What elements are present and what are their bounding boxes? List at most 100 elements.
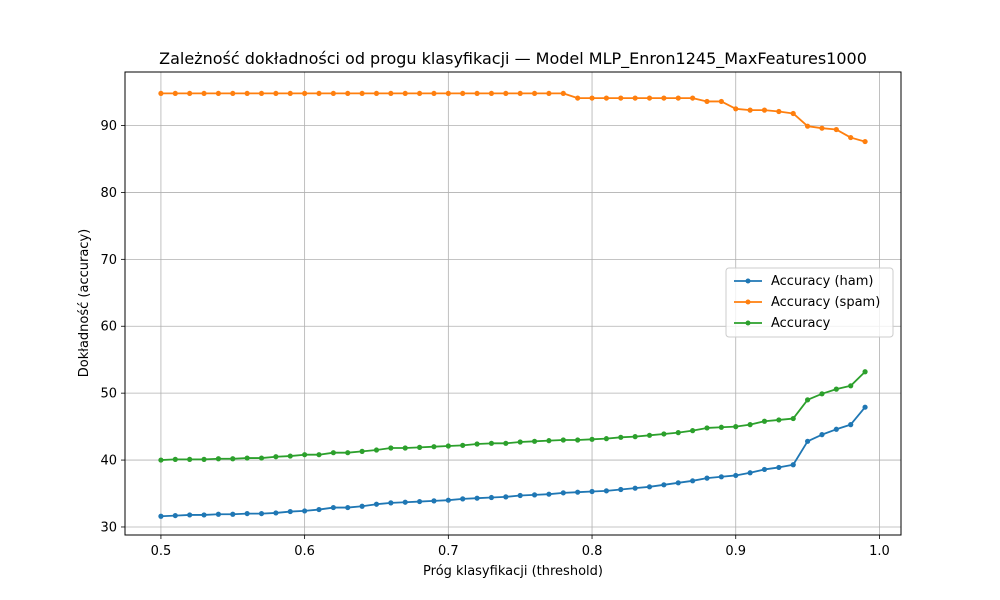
data-point-spam — [690, 95, 696, 101]
data-point-accuracy — [575, 437, 581, 443]
data-point-accuracy — [158, 457, 164, 463]
data-point-accuracy — [761, 418, 768, 424]
data-point-accuracy — [215, 456, 222, 462]
data-point-accuracy — [201, 456, 207, 462]
data-point-ham — [790, 462, 796, 468]
data-point-accuracy — [661, 431, 667, 437]
data-point-accuracy — [675, 430, 681, 436]
y-axis-label: Dokładność (accuracy) — [77, 229, 92, 377]
data-point-accuracy — [733, 424, 739, 430]
data-point-accuracy — [416, 444, 423, 450]
data-point-spam — [359, 90, 365, 97]
data-point-ham — [632, 485, 638, 491]
data-point-accuracy — [230, 456, 236, 462]
data-point-accuracy — [718, 424, 724, 430]
data-point-ham — [416, 498, 423, 505]
legend-label-accuracy: Accuracy — [771, 316, 831, 331]
data-point-spam — [373, 90, 380, 97]
x-tick-label: 0.9 — [725, 544, 746, 559]
data-point-spam — [445, 90, 451, 97]
data-point-ham — [675, 480, 681, 486]
x-tick-label: 1.0 — [869, 544, 890, 559]
data-point-spam — [460, 90, 466, 97]
data-point-accuracy — [474, 441, 480, 447]
data-point-ham — [776, 464, 782, 471]
data-point-spam — [833, 126, 839, 133]
data-point-spam — [517, 90, 523, 97]
data-point-spam — [761, 107, 768, 113]
series-ham — [158, 404, 868, 519]
data-point-accuracy — [187, 456, 193, 462]
data-point-accuracy — [546, 438, 552, 444]
data-point-accuracy — [345, 450, 351, 456]
data-point-spam — [158, 90, 164, 97]
data-point-accuracy — [402, 445, 408, 451]
data-point-accuracy — [776, 417, 782, 423]
data-point-ham — [359, 503, 365, 509]
data-point-accuracy — [790, 415, 796, 422]
data-point-ham — [862, 404, 868, 410]
data-point-accuracy — [445, 443, 451, 449]
y-tick-label: 40 — [100, 454, 117, 469]
data-point-ham — [733, 472, 739, 479]
data-point-accuracy — [316, 452, 322, 458]
data-point-ham — [848, 422, 854, 428]
data-point-spam — [632, 95, 638, 101]
data-point-spam — [862, 138, 868, 145]
data-point-accuracy — [603, 436, 610, 442]
data-point-accuracy — [172, 456, 178, 462]
data-point-ham — [704, 475, 710, 481]
data-point-accuracy — [804, 397, 811, 403]
data-point-accuracy — [258, 455, 265, 461]
data-point-accuracy — [359, 448, 365, 454]
data-point-spam — [474, 90, 480, 97]
data-point-accuracy — [302, 452, 308, 458]
data-point-ham — [560, 490, 566, 496]
data-point-accuracy — [690, 428, 696, 434]
data-point-accuracy — [287, 453, 293, 459]
data-point-spam — [704, 98, 710, 105]
data-point-spam — [848, 134, 854, 141]
chart-title: Zależność dokładności od progu klasyfika… — [159, 49, 867, 69]
data-point-spam — [302, 90, 308, 97]
data-point-spam — [675, 95, 681, 101]
data-point-ham — [646, 484, 653, 490]
legend-label-spam: Accuracy (spam) — [771, 295, 880, 310]
data-point-ham — [575, 489, 581, 495]
x-tick-label: 0.8 — [582, 544, 603, 559]
data-point-ham — [747, 470, 753, 476]
data-point-ham — [833, 426, 839, 432]
legend-marker-accuracy — [745, 320, 751, 326]
data-point-spam — [733, 106, 739, 112]
legend-marker-spam — [745, 299, 751, 305]
data-point-ham — [546, 491, 552, 497]
data-point-ham — [330, 504, 336, 511]
legend-marker-ham — [745, 278, 751, 284]
data-point-ham — [431, 498, 437, 504]
data-point-ham — [819, 432, 825, 438]
data-point-ham — [804, 438, 811, 444]
data-point-spam — [546, 90, 552, 97]
data-point-accuracy — [330, 450, 336, 456]
data-point-spam — [661, 95, 667, 101]
data-point-ham — [244, 510, 250, 517]
data-point-spam — [330, 90, 336, 97]
data-point-ham — [661, 482, 667, 488]
data-point-spam — [776, 108, 782, 115]
y-tick-label: 30 — [100, 520, 117, 535]
data-point-spam — [187, 90, 193, 97]
series-spam — [158, 90, 868, 145]
y-tick-label: 50 — [100, 387, 117, 402]
data-point-ham — [488, 494, 495, 501]
data-point-spam — [258, 90, 265, 97]
data-point-ham — [402, 499, 408, 505]
data-point-spam — [416, 90, 423, 97]
data-point-spam — [172, 90, 178, 97]
data-point-accuracy — [862, 369, 868, 375]
data-point-ham — [690, 478, 696, 484]
data-point-accuracy — [460, 442, 466, 448]
data-point-spam — [488, 90, 495, 97]
data-point-ham — [474, 495, 480, 501]
data-point-ham — [517, 492, 523, 499]
